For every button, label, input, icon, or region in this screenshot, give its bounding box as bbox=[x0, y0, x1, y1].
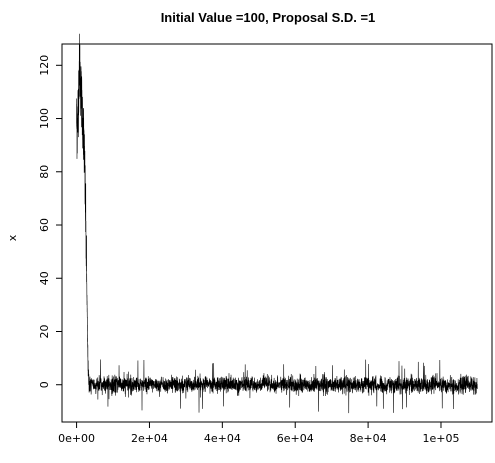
plot-frame bbox=[61, 43, 493, 423]
y-tick-label: 0 bbox=[38, 381, 51, 388]
y-axis: 0 20 40 60 80 100 120 bbox=[38, 55, 62, 388]
x-tick-label: 6e+04 bbox=[277, 432, 314, 445]
y-axis-label: x bbox=[6, 234, 19, 241]
y-tick-label: 100 bbox=[38, 108, 51, 129]
chart-title: Initial Value =100, Proposal S.D. =1 bbox=[161, 10, 376, 25]
y-tick-label: 120 bbox=[38, 55, 51, 76]
y-tick-label: 60 bbox=[38, 218, 51, 232]
x-tick-label: 2e+04 bbox=[131, 432, 168, 445]
x-axis: 0e+00 2e+04 4e+04 6e+04 8e+04 1e+05 bbox=[58, 422, 459, 445]
y-tick-label: 20 bbox=[38, 324, 51, 338]
y-tick-label: 40 bbox=[38, 271, 51, 285]
x-tick-label: 8e+04 bbox=[350, 432, 387, 445]
x-tick-label: 0e+00 bbox=[58, 432, 95, 445]
x-tick-label: 4e+04 bbox=[204, 432, 241, 445]
trace-line bbox=[76, 33, 478, 414]
y-tick-label: 80 bbox=[38, 165, 51, 179]
x-tick-label: 1e+05 bbox=[422, 432, 459, 445]
